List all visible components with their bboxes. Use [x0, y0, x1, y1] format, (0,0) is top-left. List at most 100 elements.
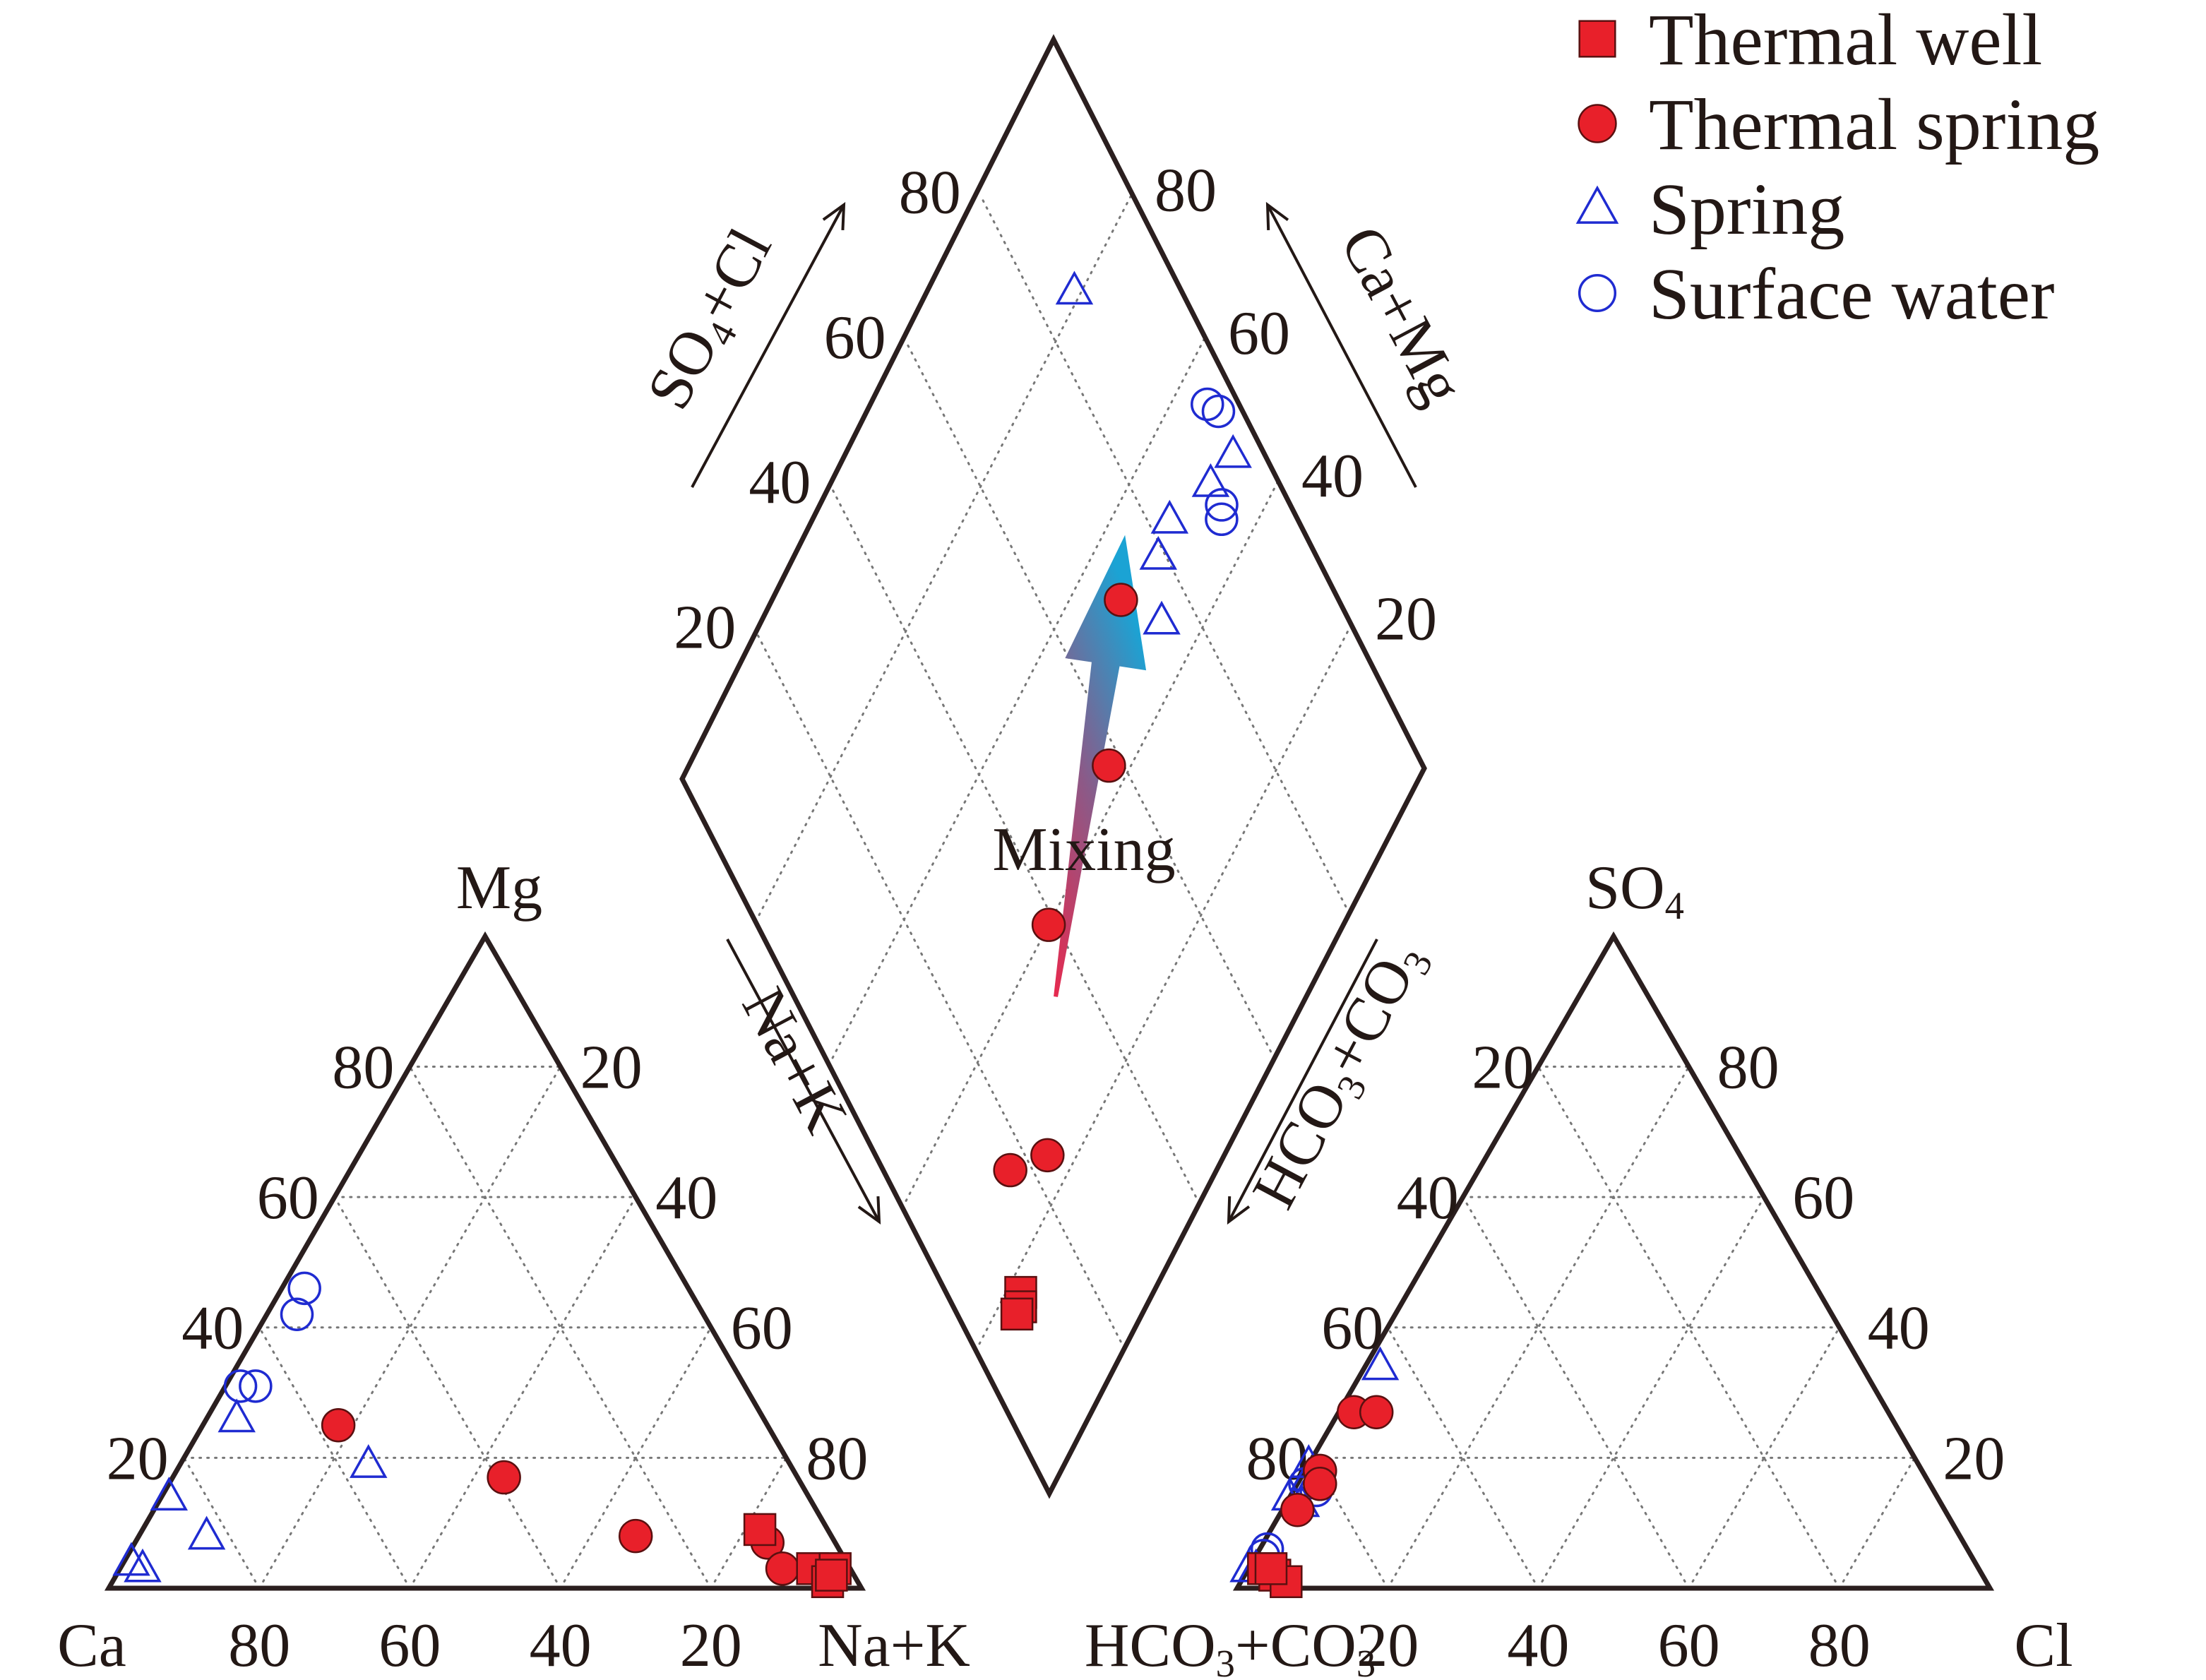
diamond-point-spring-0 — [1055, 270, 1094, 305]
cation-left-tick-40: 40 — [181, 1294, 244, 1363]
diamond-point-surface-water-2 — [1205, 488, 1239, 522]
anion-left-tick-60: 60 — [1321, 1294, 1383, 1363]
diamond-upper-right-label: Ca+Mg — [1327, 215, 1477, 416]
diamond-point-spring-5 — [1143, 600, 1181, 635]
diamond-grid-v-60 — [906, 342, 1276, 1060]
cation-bottom-tick-60: 40 — [530, 1612, 592, 1680]
anion-right-tick-20: 20 — [1943, 1424, 2005, 1493]
cation-point-spring-5 — [124, 1548, 162, 1583]
cation-left-tick-20: 20 — [107, 1424, 169, 1493]
cation-left-tick-80: 80 — [332, 1033, 394, 1102]
anion-grid-l-40 — [1462, 1196, 1691, 1590]
diamond-right-tick-40: 40 — [1301, 442, 1364, 511]
diamond-grid-u-20 — [974, 624, 1352, 1352]
cation-left-tick-60: 60 — [257, 1164, 319, 1232]
cation-point-spring-2 — [150, 1477, 189, 1511]
cation-point-thermal-well-0 — [743, 1513, 777, 1547]
anion-point-thermal-spring-4 — [1280, 1492, 1315, 1527]
diamond-upper-right-arrow-shaft — [1266, 204, 1417, 488]
cation-bottom-tick-40: 60 — [378, 1612, 441, 1680]
anion-apex-left-label: HCO3+CO3 — [1085, 1612, 1376, 1680]
anion-grid-r-40 — [1537, 1196, 1765, 1590]
cation-point-thermal-well-4 — [815, 1559, 848, 1592]
anion-right-tick-40: 40 — [1868, 1294, 1930, 1363]
cation-apex-left-label: Ca — [57, 1612, 126, 1680]
anion-grid-l-60 — [1386, 1326, 1539, 1590]
cation-triangle-frame — [104, 931, 866, 1591]
diamond-upper-right-arrow-head — [1265, 201, 1289, 231]
diamond-lower-left-arrow-head — [857, 1196, 881, 1225]
cation-grid-r-80 — [710, 1456, 787, 1590]
cation-apex-right-label: Na+K — [818, 1612, 970, 1680]
cation-point-spring-1 — [350, 1444, 388, 1478]
cation-apex-top-label: Mg — [456, 854, 542, 922]
anion-bottom-tick-20: 20 — [1357, 1612, 1419, 1680]
legend-marker-spring — [1575, 185, 1619, 224]
cation-grid-l-20 — [408, 1065, 713, 1590]
anion-point-thermal-well-3 — [1254, 1552, 1288, 1585]
legend-label-spring: Spring — [1649, 169, 1844, 250]
cation-grid-r-40 — [408, 1196, 637, 1590]
grid-lines — [183, 195, 1916, 1590]
diamond-lower-left-label: Na+K — [729, 977, 861, 1144]
cation-right-tick-40: 40 — [655, 1164, 717, 1232]
diamond-point-spring-1 — [1139, 535, 1178, 570]
cation-point-thermal-spring-4 — [765, 1551, 800, 1586]
cation-point-surface-water-3 — [223, 1369, 258, 1403]
diamond-grid-v-20 — [756, 633, 1126, 1350]
cation-grid-r-20 — [258, 1065, 562, 1590]
diamond-grid-v-80 — [981, 197, 1351, 915]
anion-bottom-tick-60: 60 — [1658, 1612, 1720, 1680]
cation-point-surface-water-2 — [239, 1369, 273, 1403]
cation-bottom-tick-20: 80 — [228, 1612, 290, 1680]
cation-right-tick-20: 20 — [580, 1033, 643, 1102]
anion-grid-r-20 — [1386, 1065, 1691, 1590]
diamond-left-tick-20: 20 — [674, 594, 736, 662]
diamond-point-surface-water-3 — [1205, 502, 1239, 537]
cation-point-thermal-spring-0 — [321, 1407, 356, 1443]
diamond-point-surface-water-0 — [1201, 394, 1236, 429]
diamond-left-tick-80: 80 — [899, 158, 961, 227]
cation-grid-l-80 — [183, 1456, 261, 1590]
anion-grid-r-60 — [1688, 1326, 1841, 1590]
anion-triangle-frame — [1232, 931, 1995, 1591]
diamond-point-spring-4 — [1150, 499, 1189, 534]
diamond-point-thermal-spring-3 — [1092, 748, 1126, 783]
legend-label-thermal-spring: Thermal spring — [1649, 84, 2099, 165]
legend-label-thermal-well: Thermal well — [1649, 0, 2042, 81]
diamond-point-surface-water-1 — [1191, 387, 1224, 422]
diamond-upper-left-arrow-shaft — [691, 204, 845, 488]
diamond-point-thermal-spring-0 — [993, 1152, 1027, 1188]
diamond-point-thermal-well-2 — [1000, 1297, 1034, 1331]
anion-point-thermal-spring-3 — [1303, 1467, 1337, 1501]
mixing-label: Mixing — [992, 816, 1175, 884]
diamond-left-tick-60: 60 — [824, 304, 886, 372]
diamond-grid-v-40 — [830, 487, 1200, 1205]
diamond-right-tick-20: 20 — [1375, 585, 1437, 654]
anion-left-tick-20: 20 — [1472, 1033, 1534, 1102]
anion-apex-right-label: Cl — [2014, 1612, 2073, 1680]
cation-grid-l-60 — [258, 1326, 411, 1590]
anion-apex-top-label: SO4 — [1585, 854, 1684, 927]
anion-grid-l-20 — [1537, 1065, 1841, 1590]
cation-right-tick-60: 60 — [731, 1294, 793, 1363]
cation-point-thermal-spring-2 — [618, 1518, 653, 1554]
anion-point-thermal-spring-1 — [1359, 1395, 1394, 1429]
anion-grid-r-80 — [1838, 1456, 1916, 1590]
anion-left-tick-80: 80 — [1246, 1424, 1308, 1493]
diamond-frame — [679, 34, 1427, 1499]
diamond-grid-u-80 — [754, 195, 1132, 923]
anion-left-tick-40: 40 — [1397, 1164, 1459, 1232]
diamond-point-spring-2 — [1214, 434, 1252, 468]
diamond-upper-left-label: SO4+Cl — [634, 218, 789, 423]
diamond-upper-left-arrow-head — [822, 201, 846, 231]
diamond-lower-left-arrow-shaft — [726, 939, 881, 1222]
legend-marker-thermal-well — [1578, 20, 1616, 58]
anion-bottom-tick-80: 80 — [1808, 1612, 1871, 1680]
diamond-lower-right-arrow-shaft — [1227, 939, 1378, 1222]
diamond-point-spring-3 — [1191, 463, 1230, 497]
frames — [104, 34, 1995, 1591]
